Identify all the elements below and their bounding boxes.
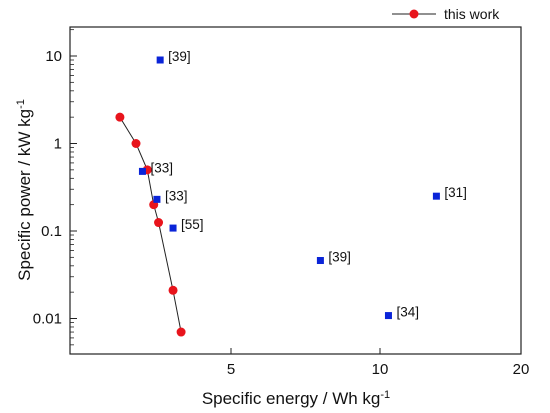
point-label: [39] [168, 49, 191, 64]
y-tick-label: 10 [45, 48, 62, 65]
y-axis-title: Specific power / kW kg-1 [15, 99, 34, 281]
y-tick-label: 0.1 [41, 223, 62, 240]
data-point-circle [176, 327, 186, 337]
point-annotations: [39] [33] [33] [55] [31] [39] [34] [150, 49, 466, 320]
legend-marker [409, 9, 419, 19]
data-point-square [316, 257, 324, 265]
legend: this work [392, 6, 500, 22]
plot-frame [69, 26, 522, 355]
x-tick-label: 20 [513, 361, 530, 378]
point-label: [31] [444, 185, 467, 200]
data-point-square [384, 312, 392, 320]
data-point-circle [131, 139, 141, 148]
data-point-square [169, 224, 177, 232]
x-axis-title: Specific energy / Wh kg-1 [202, 389, 390, 408]
data-point-square [138, 167, 146, 175]
point-label: [33] [165, 188, 188, 203]
y-axis: 0.01 0.1 1 10 [33, 29, 77, 346]
data-point-circle [154, 218, 164, 228]
y-axis-title-text: Specific power / kW kg [15, 109, 34, 281]
data-point-circle [115, 112, 125, 122]
x-tick-label: 5 [227, 361, 235, 378]
y-tick-label: 1 [54, 136, 62, 153]
point-label: [34] [396, 305, 419, 320]
point-label: [33] [150, 160, 173, 175]
legend-label: this work [444, 6, 500, 22]
data-point-circle [168, 285, 178, 295]
data-markers [115, 56, 440, 337]
x-axis: 5 10 20 [227, 348, 530, 378]
y-axis-title-sup: -1 [15, 99, 27, 109]
x-axis-title-sup: -1 [380, 389, 390, 401]
data-point-square [153, 195, 161, 203]
x-tick-label: 10 [372, 361, 389, 378]
point-label: [55] [181, 217, 204, 232]
x-axis-title-text: Specific energy / Wh kg [202, 389, 381, 408]
data-point-square [432, 192, 440, 200]
data-point-square [156, 56, 164, 64]
y-tick-label: 0.01 [33, 311, 62, 328]
point-label: [39] [328, 250, 351, 265]
